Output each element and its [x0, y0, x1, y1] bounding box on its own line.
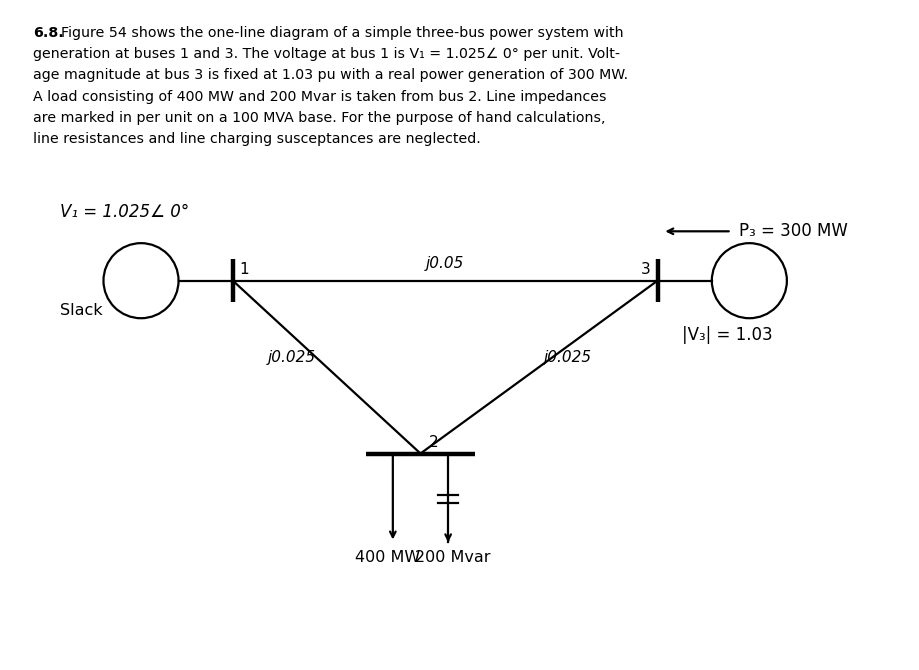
- Text: age magnitude at bus 3 is fixed at 1.03 pu with a real power generation of 300 M: age magnitude at bus 3 is fixed at 1.03 …: [33, 68, 629, 82]
- Text: line resistances and line charging susceptances are neglected.: line resistances and line charging susce…: [33, 132, 482, 146]
- Text: A load consisting of 400 MW and 200 Mvar is taken from bus 2. Line impedances: A load consisting of 400 MW and 200 Mvar…: [33, 90, 607, 104]
- Text: are marked in per unit on a 100 MVA base. For the purpose of hand calculations,: are marked in per unit on a 100 MVA base…: [33, 111, 606, 125]
- Text: 6.8.: 6.8.: [33, 26, 64, 40]
- Text: j0.025: j0.025: [544, 350, 592, 364]
- Text: 1: 1: [240, 262, 249, 277]
- Text: |V₃| = 1.03: |V₃| = 1.03: [682, 326, 773, 344]
- Text: 2: 2: [428, 435, 438, 450]
- Text: 200 Mvar: 200 Mvar: [415, 550, 491, 565]
- Text: j0.05: j0.05: [426, 256, 464, 271]
- Text: Figure 54 shows the one-line diagram of a simple three-bus power system with: Figure 54 shows the one-line diagram of …: [61, 26, 624, 40]
- Text: 3: 3: [641, 262, 651, 277]
- Text: Slack: Slack: [60, 303, 103, 318]
- Text: P₃ = 300 MW: P₃ = 300 MW: [740, 222, 848, 241]
- Text: generation at buses 1 and 3. The voltage at bus 1 is V₁ = 1.025∠ 0° per unit. Vo: generation at buses 1 and 3. The voltage…: [33, 47, 620, 61]
- Text: 400 MW: 400 MW: [356, 550, 421, 565]
- Text: V₁ = 1.025∠ 0°: V₁ = 1.025∠ 0°: [60, 204, 189, 221]
- Text: j0.025: j0.025: [267, 350, 315, 364]
